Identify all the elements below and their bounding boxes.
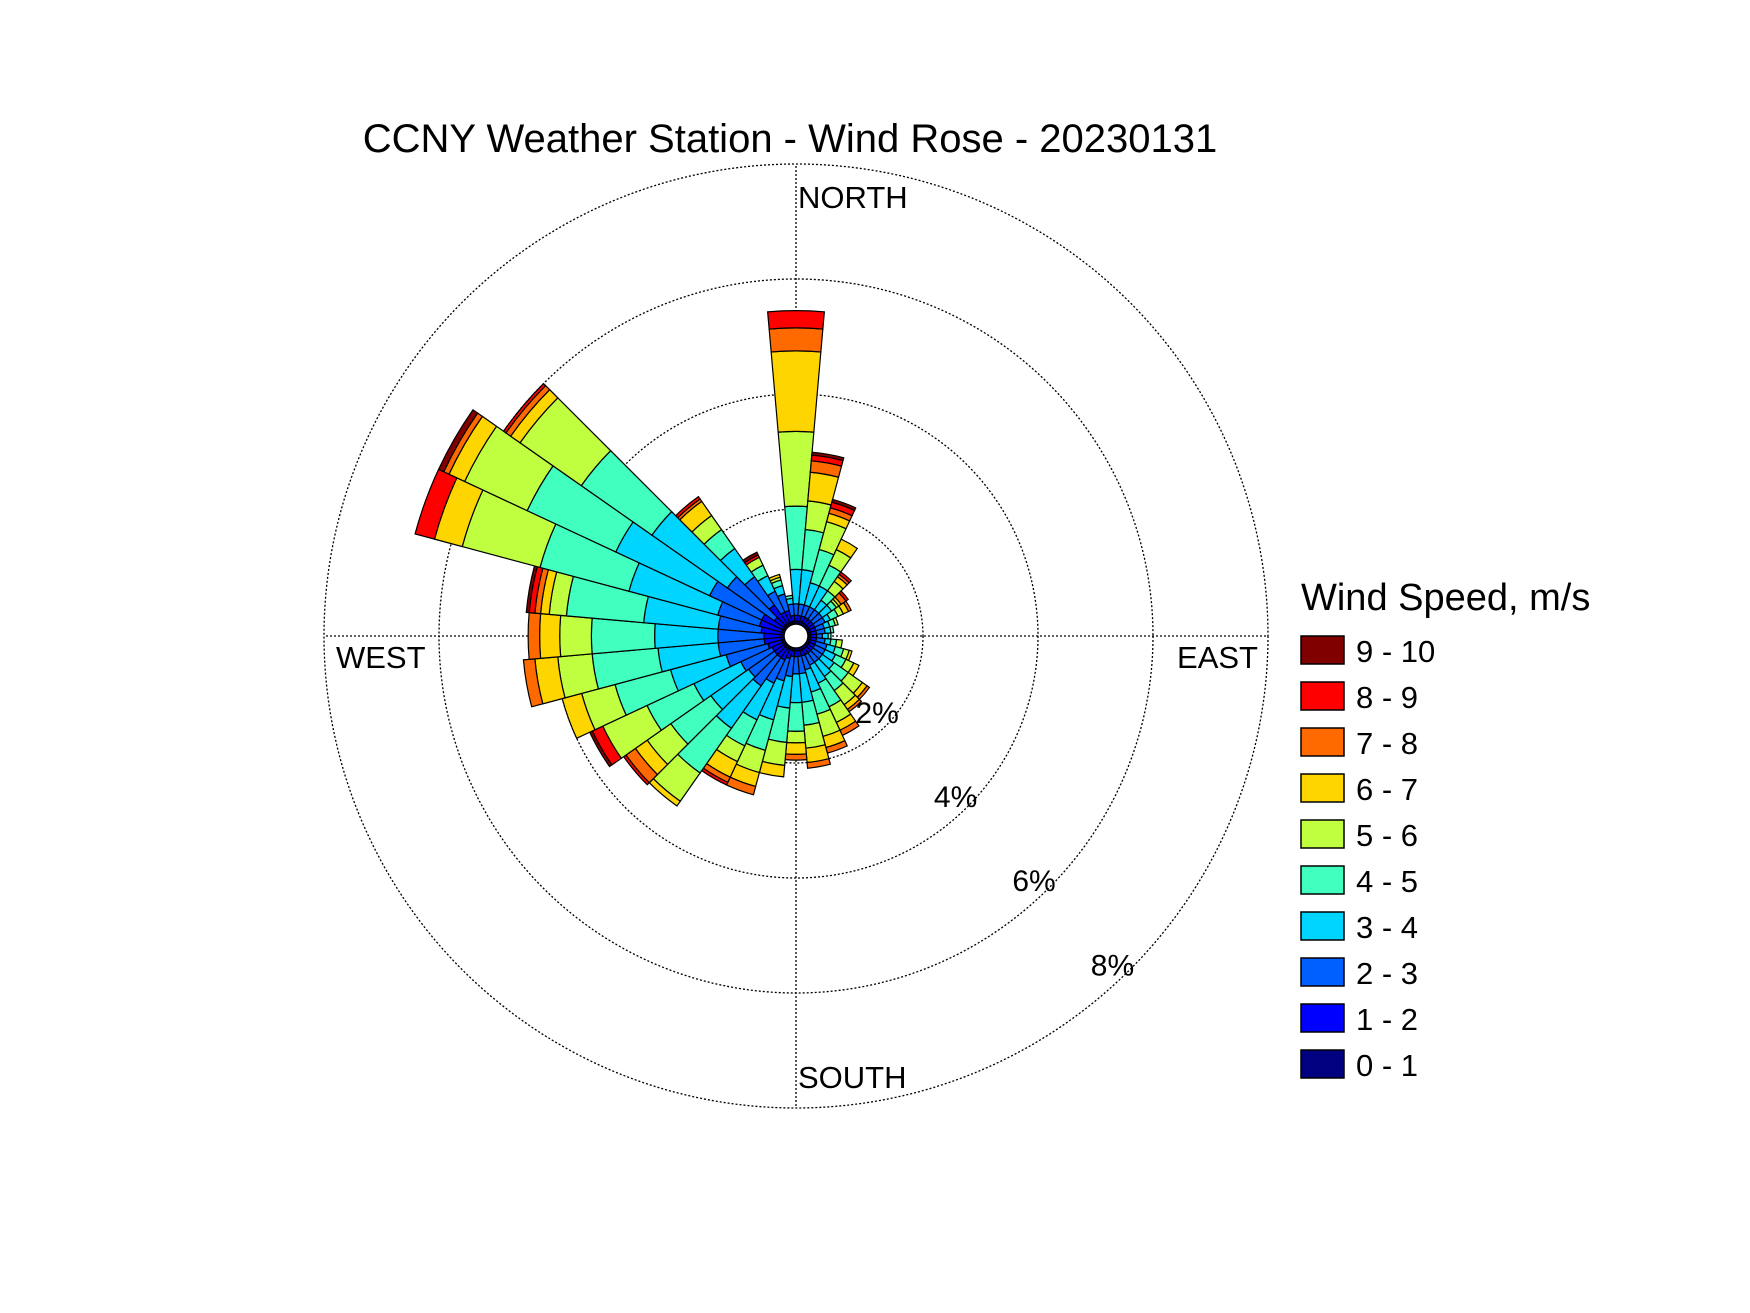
radial-tick-label-2pct: 2% bbox=[855, 697, 898, 730]
wedge-350deg-4-5 bbox=[784, 594, 794, 601]
wedge-170deg-7-8 bbox=[806, 757, 832, 769]
direction-label-south: SOUTH bbox=[798, 1060, 907, 1095]
wedge-0deg-6-7 bbox=[770, 350, 822, 433]
radial-tick-labels: 2% 4% 6% 8% bbox=[855, 697, 1134, 982]
radial-tick-label-4pct: 4% bbox=[934, 781, 977, 814]
radial-tick-label-8pct: 8% bbox=[1091, 949, 1134, 982]
legend-swatch-6-7 bbox=[1300, 773, 1345, 803]
wedge-320deg-8-9 bbox=[674, 495, 701, 519]
wedge-50deg-8-9 bbox=[838, 590, 850, 602]
wedge-70deg-5-6 bbox=[832, 616, 839, 627]
wedge-180deg-7-8 bbox=[784, 753, 808, 761]
wedge-30deg-6-7 bbox=[835, 538, 859, 559]
legend-swatch-8-9 bbox=[1300, 681, 1345, 711]
legend-label-1-2: 1 - 2 bbox=[1356, 1002, 1418, 1037]
legend-swatch-7-8 bbox=[1300, 727, 1345, 757]
wedge-10deg-9-10 bbox=[811, 451, 845, 462]
grid-ring-2pct bbox=[668, 508, 924, 764]
legend-label-8-9: 8 - 9 bbox=[1356, 680, 1418, 715]
wedge-270deg-5-6 bbox=[559, 614, 593, 658]
wedge-40deg-8-9 bbox=[838, 571, 853, 584]
direction-label-north: NORTH bbox=[798, 180, 908, 215]
legend-label-9-10: 9 - 10 bbox=[1356, 634, 1435, 669]
chart-title: CCNY Weather Station - Wind Rose - 20230… bbox=[363, 117, 1218, 161]
legend-swatch-4-5 bbox=[1300, 865, 1345, 895]
legend-label-6-7: 6 - 7 bbox=[1356, 772, 1418, 807]
wedge-0deg-7-8 bbox=[768, 327, 824, 353]
wedge-180deg-5-6 bbox=[786, 730, 806, 744]
wedge-340deg-6-7 bbox=[768, 573, 781, 582]
wedge-310deg-8-9 bbox=[502, 382, 547, 434]
wedge-270deg-4-5 bbox=[590, 617, 656, 655]
wedge-180deg-6-7 bbox=[785, 741, 807, 755]
wedge-60deg-7-8 bbox=[842, 600, 852, 613]
wedge-0deg-8-9 bbox=[766, 310, 826, 330]
legend-label-3-4: 3 - 4 bbox=[1356, 910, 1418, 945]
legend-label-0-1: 0 - 1 bbox=[1356, 1048, 1418, 1083]
center-hole bbox=[783, 623, 809, 649]
legend: Wind Speed, m/s 9 - 10 8 - 9 7 - 8 6 - 7 5 -… bbox=[1300, 577, 1590, 1083]
legend-label-7-8: 7 - 8 bbox=[1356, 726, 1418, 761]
legend-title: Wind Speed, m/s bbox=[1301, 577, 1590, 619]
direction-label-east: EAST bbox=[1177, 640, 1258, 675]
wedge-330deg-9-10 bbox=[742, 551, 759, 564]
legend-swatch-5-6 bbox=[1300, 819, 1345, 849]
wedge-80deg-4-5 bbox=[829, 625, 835, 634]
legend-label-5-6: 5 - 6 bbox=[1356, 818, 1418, 853]
wedge-20deg-9-10 bbox=[831, 498, 857, 512]
wedge-270deg-7-8 bbox=[527, 611, 542, 661]
grid-ring-8pct bbox=[323, 163, 1269, 1109]
direction-label-west: WEST bbox=[336, 640, 426, 675]
wedge-270deg-6-7 bbox=[539, 613, 562, 659]
legend-swatch-0-1 bbox=[1300, 1049, 1345, 1079]
polar-grid-labels: NORTH SOUTH EAST WEST bbox=[336, 180, 1258, 1095]
legend-swatch-1-2 bbox=[1300, 1003, 1345, 1033]
legend-label-4-5: 4 - 5 bbox=[1356, 864, 1418, 899]
legend-swatch-3-4 bbox=[1300, 911, 1345, 941]
legend-swatch-2-3 bbox=[1300, 957, 1345, 987]
wedge-90deg-4-5 bbox=[827, 632, 832, 640]
wind-rose-bars bbox=[414, 310, 871, 807]
radial-tick-label-6pct: 6% bbox=[1012, 865, 1055, 898]
wedge-260deg-7-8 bbox=[522, 658, 544, 708]
legend-swatch-9-10 bbox=[1300, 635, 1345, 665]
legend-label-2-3: 2 - 3 bbox=[1356, 956, 1418, 991]
wedge-300deg-9-10 bbox=[437, 408, 479, 473]
